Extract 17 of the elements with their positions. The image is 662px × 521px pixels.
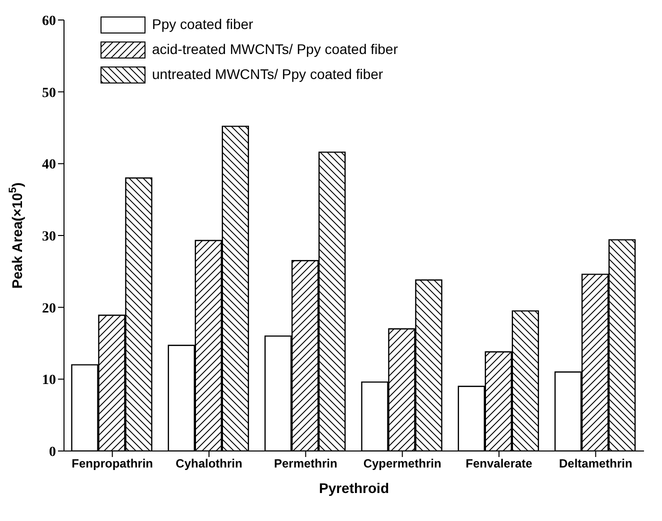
x-tick-label: Deltamethrin [558,456,632,471]
x-axis-title: Pyrethroid [318,480,390,496]
y-tick-label: 0 [49,444,56,460]
y-tick-label: 60 [42,14,56,29]
x-tick-label: Fenvalerate [466,456,533,471]
x-tick-label: Cyhalothrin [176,456,242,471]
y-tick-label: 20 [42,301,56,316]
y-tick-label: 30 [42,229,56,244]
y-tick-label: 50 [42,86,56,101]
y-tick-label: 40 [42,158,56,173]
x-tick-label: Fenpropathrin [72,456,153,471]
legend-label: Ppy coated fiber [152,15,254,34]
y-tick-label: 10 [42,373,56,388]
x-tick-label: Permethrin [274,456,338,471]
legend-label: acid-treated MWCNTs/ Ppy coated fiber [152,40,398,59]
x-tick-label: Cypermethrin [363,456,442,471]
legend-label: untreated MWCNTs/ Ppy coated fiber [152,65,384,84]
